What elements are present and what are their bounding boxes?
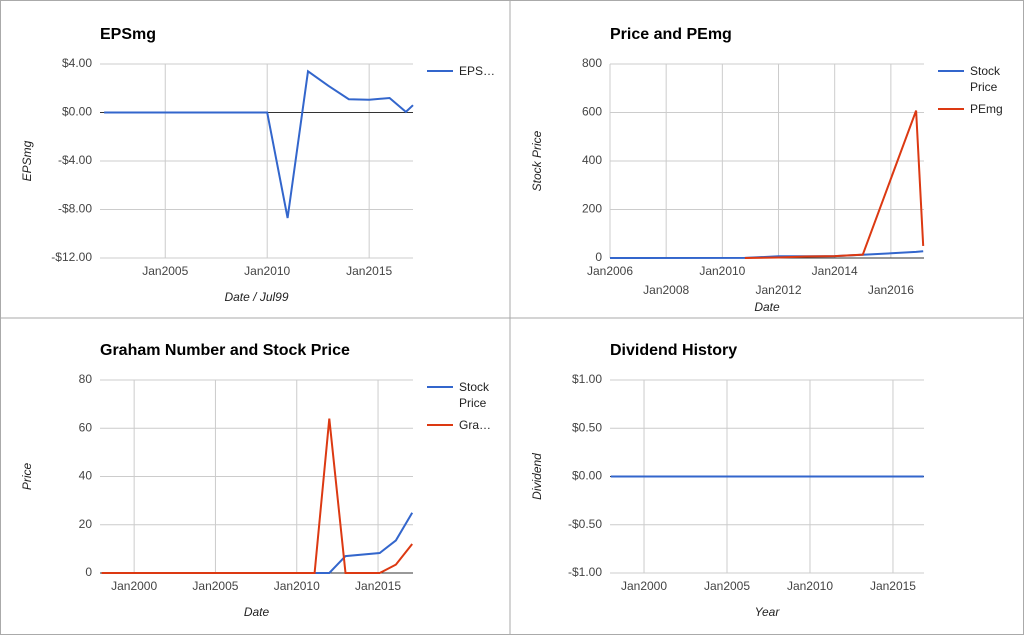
legend: EPS… [427, 63, 517, 85]
series-line [104, 69, 414, 219]
x-axis-label: Date [244, 605, 270, 619]
x-tick-label: Jan2010 [699, 264, 745, 278]
x-tick-label: Jan2000 [621, 579, 667, 593]
chart-title: EPSmg [100, 26, 156, 43]
y-tick-label: $0.00 [572, 469, 602, 483]
x-tick-label: Jan2012 [755, 283, 801, 297]
x-tick-label: Jan2006 [587, 264, 633, 278]
y-tick-label: 600 [582, 105, 602, 119]
series-line [744, 110, 925, 259]
legend-swatch [427, 70, 453, 72]
legend-item: PEmg [938, 101, 1024, 117]
legend-item: Stock Price [427, 379, 517, 411]
x-tick-label: Jan2014 [812, 264, 858, 278]
y-tick-label: $4.00 [62, 56, 92, 70]
y-tick-label: 400 [582, 153, 602, 167]
x-tick-label: Jan2015 [870, 579, 916, 593]
y-tick-label: 0 [85, 565, 92, 579]
y-tick-label: 800 [582, 56, 602, 70]
y-tick-label: -$0.50 [568, 517, 602, 531]
legend: Stock Price Gra… [427, 379, 517, 439]
y-tick-label: -$1.00 [568, 565, 602, 579]
legend-label: Stock Price [459, 380, 490, 410]
y-axis-label: Stock Price [530, 130, 544, 191]
x-axis-label: Date [754, 300, 780, 314]
legend-swatch [938, 70, 964, 72]
legend-label: EPS… [459, 64, 496, 78]
legend-label: Stock Price [970, 64, 1001, 94]
y-tick-label: 40 [79, 469, 93, 483]
legend: Stock Price PEmg [938, 63, 1024, 123]
x-axis-label: Date / Jul99 [224, 290, 288, 304]
x-tick-label: Jan2005 [192, 579, 238, 593]
x-tick-label: Jan2010 [244, 264, 290, 278]
y-tick-label: 0 [595, 250, 602, 264]
chart-title: Price and PEmg [610, 26, 732, 43]
legend-item: Stock Price [938, 63, 1024, 95]
chart-title: Dividend History [610, 342, 737, 359]
x-tick-label: Jan2015 [355, 579, 401, 593]
x-tick-label: Jan2016 [868, 283, 914, 297]
x-tick-label: Jan2010 [274, 579, 320, 593]
x-tick-label: Jan2000 [111, 579, 157, 593]
y-tick-label: $0.00 [62, 105, 92, 119]
y-tick-label: $1.00 [572, 372, 602, 386]
y-tick-label: 20 [79, 517, 93, 531]
y-tick-label: -$8.00 [58, 202, 92, 216]
x-tick-label: Jan2005 [142, 264, 188, 278]
x-tick-label: Jan2015 [346, 264, 392, 278]
legend-swatch [427, 424, 453, 426]
legend-label: PEmg [970, 102, 1003, 116]
legend-swatch [938, 108, 964, 110]
chart-title: Graham Number and Stock Price [100, 342, 350, 359]
legend-swatch [427, 386, 453, 388]
y-axis-label: EPSmg [20, 140, 34, 181]
series-line [101, 512, 414, 574]
legend-item: Gra… [427, 417, 517, 433]
y-tick-label: -$4.00 [58, 153, 92, 167]
x-tick-label: Jan2008 [643, 283, 689, 297]
x-axis-label: Year [755, 605, 781, 619]
y-tick-label: 80 [79, 372, 93, 386]
y-axis-label: Dividend [530, 453, 544, 500]
y-tick-label: 60 [79, 420, 93, 434]
x-tick-label: Jan2010 [787, 579, 833, 593]
x-tick-label: Jan2005 [704, 579, 750, 593]
legend-item: EPS… [427, 63, 517, 79]
series-line [101, 418, 413, 574]
y-tick-label: 200 [582, 202, 602, 216]
y-tick-label: $0.50 [572, 420, 602, 434]
y-tick-label: -$12.00 [51, 250, 92, 264]
y-axis-label: Price [20, 463, 34, 491]
legend-label: Gra… [459, 418, 492, 432]
